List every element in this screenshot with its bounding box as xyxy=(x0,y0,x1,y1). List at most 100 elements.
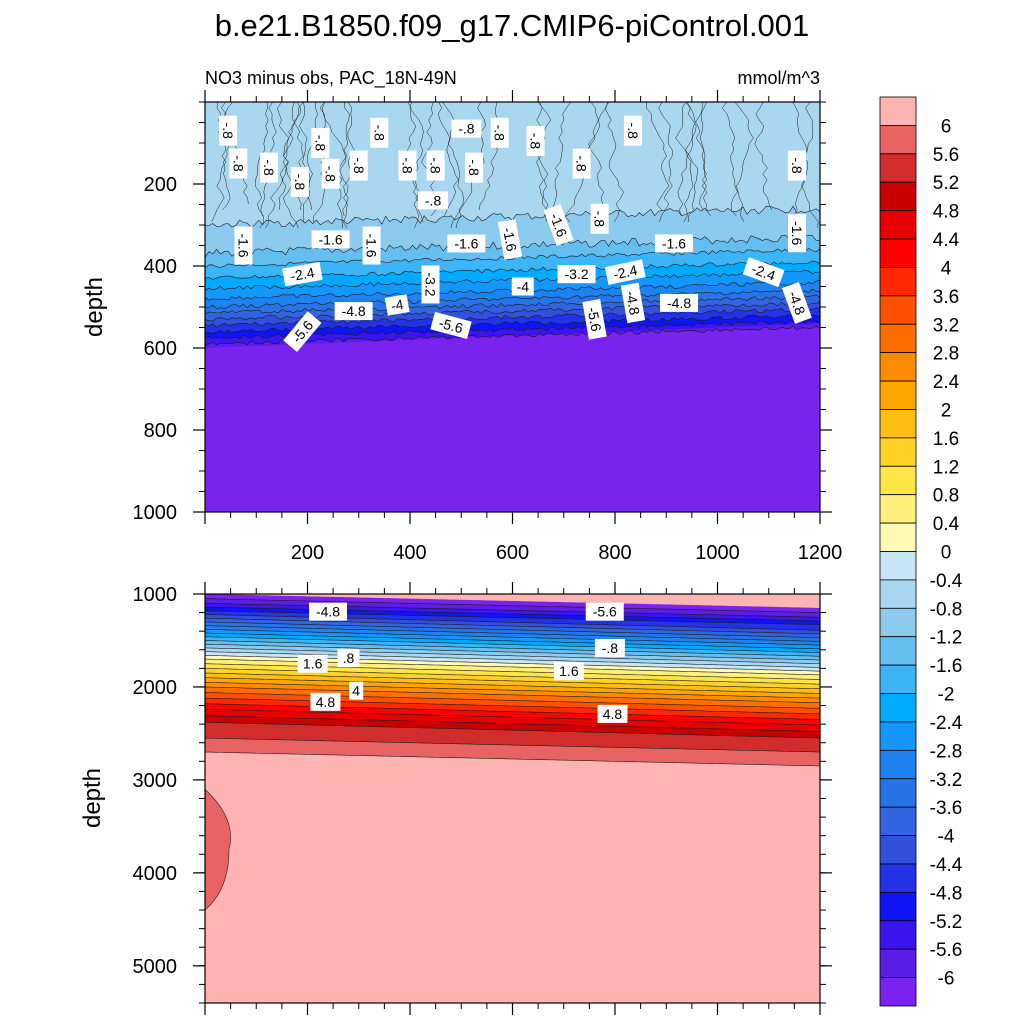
colorbar-box-29 xyxy=(879,920,917,950)
colorbar-box-21 xyxy=(879,693,917,723)
colorbar-label-24: -3.6 xyxy=(930,798,963,819)
upper-noise-line-21 xyxy=(685,102,706,223)
contour-label-bg xyxy=(465,152,484,183)
contour-label-bg xyxy=(283,311,322,352)
contour-label-text: -.8 xyxy=(528,133,544,150)
x-tick-label-upper-1: 400 xyxy=(393,542,426,564)
contour-label-text: -1.6 xyxy=(500,226,520,253)
contour-label-upper-36: -4.8 xyxy=(660,293,699,312)
chart-subtitle: NO3 minus obs, PAC_18N-49N xyxy=(205,68,457,89)
contour-label-upper-29: -2.4 xyxy=(742,257,785,288)
x-tick-label-upper-3: 800 xyxy=(598,542,631,564)
colorbar-label-8: 2.8 xyxy=(933,344,959,365)
upper-band-11 xyxy=(205,313,820,339)
upper-band-13 xyxy=(205,323,820,348)
contour-label-bg xyxy=(384,294,410,316)
contour-label-upper-33: -4 xyxy=(511,277,534,296)
contour-label-text: 4 xyxy=(352,683,360,699)
contour-label-text: -.8 xyxy=(323,166,339,183)
lower-contour-line-19 xyxy=(205,672,820,690)
contour-label-text: -2.4 xyxy=(289,264,316,284)
contour-label-upper-26: -1.6 xyxy=(787,214,806,253)
upper-noise-line-35 xyxy=(437,102,464,229)
colorbar-box-5 xyxy=(879,238,917,268)
lower-contour-line-0 xyxy=(205,598,820,613)
lower-contour-panel: -4.8 -5.6 -.8 1.6 .8 1.6 4 4.8 4.8 1000 2000 3000 4… xyxy=(79,582,832,1015)
colorbar-label-18: -1.2 xyxy=(930,628,963,649)
contour-label-bg xyxy=(418,191,449,210)
upper-axes: 200 400 600 800 1000 200 400 600 800 1000 1200 xyxy=(133,90,842,564)
upper-noise-line-20 xyxy=(734,102,754,223)
contour-label-text: -.8 xyxy=(625,123,641,140)
contour-label-bg xyxy=(229,148,248,179)
contour-label-text: -3.2 xyxy=(565,266,589,282)
contour-label-lower-7: 4.8 xyxy=(310,692,341,711)
contour-label-text: -4 xyxy=(390,296,405,314)
contour-label-upper-19: -1.6 xyxy=(234,226,253,265)
contour-label-text: -2.4 xyxy=(750,261,778,284)
contour-label-text: -4.8 xyxy=(623,290,643,317)
colorbar-label-2: 5.2 xyxy=(933,173,959,194)
contour-label-bg xyxy=(781,281,812,324)
lower-contour-line-11 xyxy=(205,640,820,657)
lower-contour-line-21 xyxy=(205,682,820,699)
upper-y-axis-label: depth xyxy=(81,277,108,337)
contour-label-bg xyxy=(311,230,350,249)
colorbar-label-16: -0.4 xyxy=(930,571,963,592)
contour-label-text: -.8 xyxy=(351,157,367,174)
colorbar-label-17: -0.8 xyxy=(930,599,963,620)
upper-noise-line-38 xyxy=(303,102,321,223)
colorbar-label-3: 4.8 xyxy=(933,202,959,223)
upper-contour-panel: -.8-.8 -.8-.8-.8-.8-.8-.8-.8 -.8-.8-.8-.8-… xyxy=(81,90,842,564)
upper-noise-line-14 xyxy=(658,102,673,223)
contour-label-bg xyxy=(497,219,523,260)
contour-label-text: 1.6 xyxy=(303,656,323,672)
colorbar-label-29: -5.6 xyxy=(930,940,963,961)
contour-label-upper-37: -4.8 xyxy=(781,281,812,324)
colorbar-box-2 xyxy=(879,153,917,183)
contour-label-lower-8: 4.8 xyxy=(597,704,628,723)
contour-label-upper-14: -.8 xyxy=(418,191,449,210)
upper-contour-line-7 xyxy=(205,288,820,309)
lower-contour-line-5 xyxy=(205,617,820,635)
lower-contour-line-8 xyxy=(205,629,820,646)
contour-label-bg xyxy=(337,649,360,668)
colorbar-box-24 xyxy=(879,778,917,808)
x-tick-label-upper-0: 200 xyxy=(291,542,324,564)
lower-band-30 xyxy=(205,738,820,766)
contour-label-upper-18: -.8 xyxy=(787,150,806,181)
contour-label-text: -.8 xyxy=(312,135,328,152)
contour-label-bg xyxy=(451,119,482,138)
upper-noise-line-34 xyxy=(721,102,738,217)
chart-units: mmol/m^3 xyxy=(738,68,820,88)
lower-contour-line-29 xyxy=(205,737,820,753)
lower-band-28 xyxy=(205,715,820,739)
contour-label-bg xyxy=(654,234,693,253)
y-tick-label-upper-0: 200 xyxy=(144,174,177,196)
contour-label-text: -1.6 xyxy=(319,231,343,247)
y-tick-label-lower-1: 2000 xyxy=(133,677,178,699)
upper-noise-line-33 xyxy=(277,102,290,211)
y-tick-label-upper-3: 800 xyxy=(144,420,177,442)
contour-label-upper-13: -.8 xyxy=(526,125,545,156)
lower-contour-line-23 xyxy=(205,692,820,709)
contour-label-lower-2: -.8 xyxy=(594,638,625,657)
contour-label-text: -5.6 xyxy=(593,604,617,620)
contour-label-text: -.8 xyxy=(292,174,308,191)
contour-label-bg xyxy=(557,265,596,284)
upper-noise-line-3 xyxy=(588,102,613,223)
upper-band-10 xyxy=(205,307,820,334)
colorbar-label-14: 0.4 xyxy=(933,514,960,535)
colorbar-box-9 xyxy=(879,352,917,382)
colorbar-box-12 xyxy=(879,437,917,467)
contour-label-text: -.8 xyxy=(230,155,246,172)
contour-label-upper-12: -.8 xyxy=(490,117,509,148)
contour-label-bg xyxy=(511,277,534,296)
x-tick-label-upper-2: 600 xyxy=(496,542,529,564)
lower-band-5 xyxy=(205,614,820,634)
contour-label-bg xyxy=(660,293,699,312)
colorbar-box-6 xyxy=(879,267,917,297)
contour-label-upper-16: -.8 xyxy=(590,203,609,234)
y-tick-label-lower-4: 5000 xyxy=(133,956,178,978)
contour-label-text: 4.8 xyxy=(316,694,336,710)
